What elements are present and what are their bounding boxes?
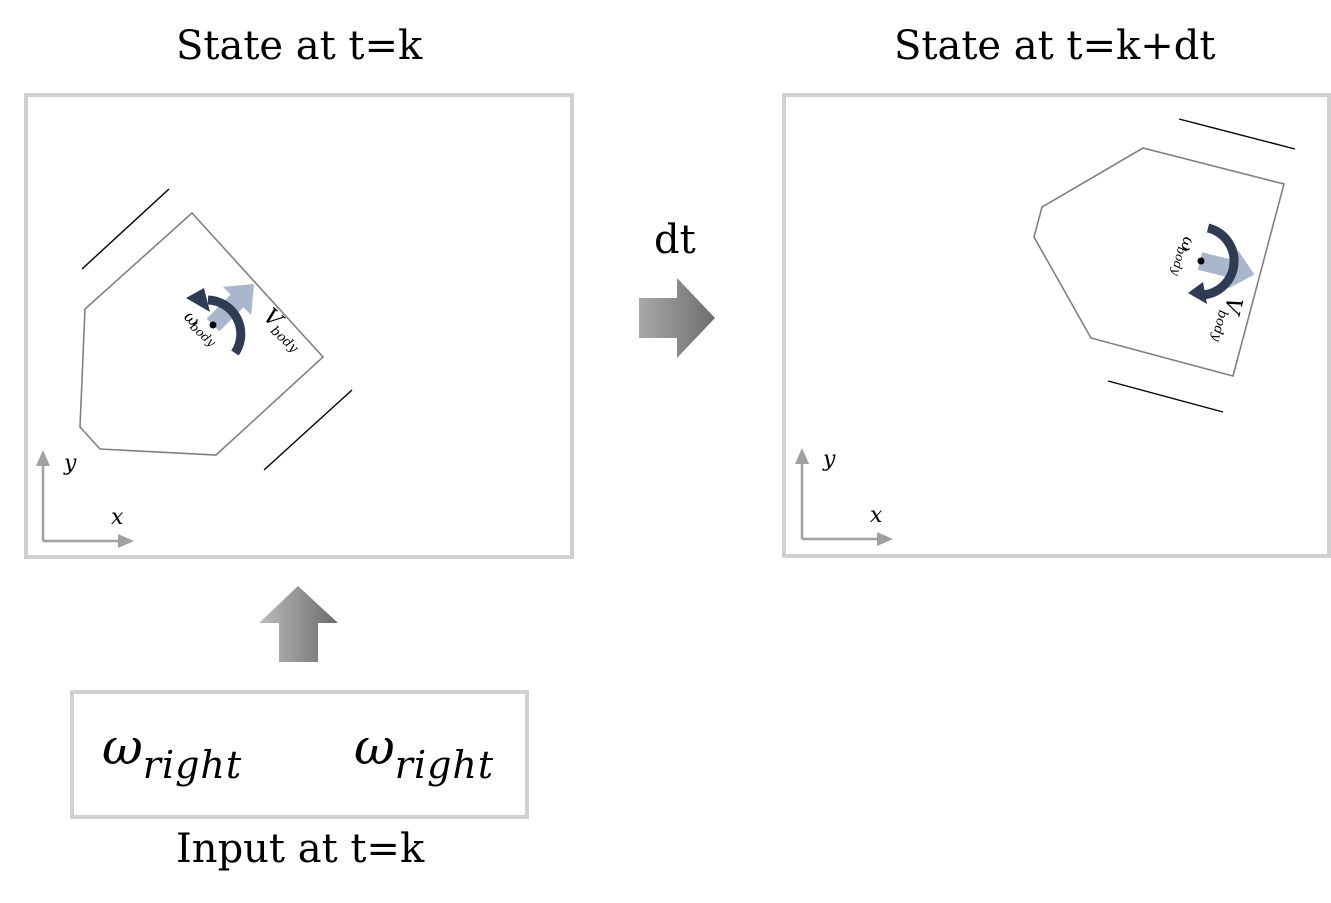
center-of-mass-dot-next (1197, 257, 1205, 265)
time-step-arrow (639, 278, 715, 358)
rotation-arrow (186, 288, 246, 356)
dt-label: dt (654, 217, 696, 263)
right-axes (795, 448, 893, 546)
left-panel-title: State at t=k (176, 23, 423, 69)
right-panel-title: State at t=k+dt (894, 23, 1216, 69)
v-body-label: V body (258, 304, 301, 357)
input-caption: Input at t=k (176, 826, 425, 872)
right-y-axis-label: y (822, 447, 836, 472)
rotation-arrow-next (1188, 223, 1239, 304)
center-of-mass-dot (209, 321, 217, 329)
omega-body-label-next: ω body (1168, 235, 1199, 278)
left-state-panel (24, 93, 574, 559)
input-box: ωright ωright (70, 690, 529, 819)
velocity-arrow-next (1197, 249, 1255, 289)
left-y-axis-label: y (63, 451, 77, 476)
right-x-axis-label: x (870, 503, 883, 528)
right-wheel-line (263, 389, 353, 471)
right-state-panel (782, 93, 1331, 558)
left-wheel-line (81, 188, 170, 270)
right-wheel-line-next (1107, 380, 1224, 413)
input-arrow (259, 586, 338, 662)
omega-right-input-1: ωright (102, 718, 243, 787)
left-wheel-line-next (1178, 118, 1296, 150)
svg-text:body: body (1168, 245, 1189, 277)
robot-body-outline (79, 211, 325, 456)
omega-right-input-2: ωright (354, 718, 495, 787)
svg-text:body: body (1208, 308, 1230, 343)
robot-body-outline-next (1033, 147, 1285, 377)
left-axes (36, 450, 134, 548)
v-body-label-next: V body (1208, 295, 1247, 344)
svg-text:ω: ω (1176, 235, 1199, 253)
left-x-axis-label: x (111, 505, 124, 530)
